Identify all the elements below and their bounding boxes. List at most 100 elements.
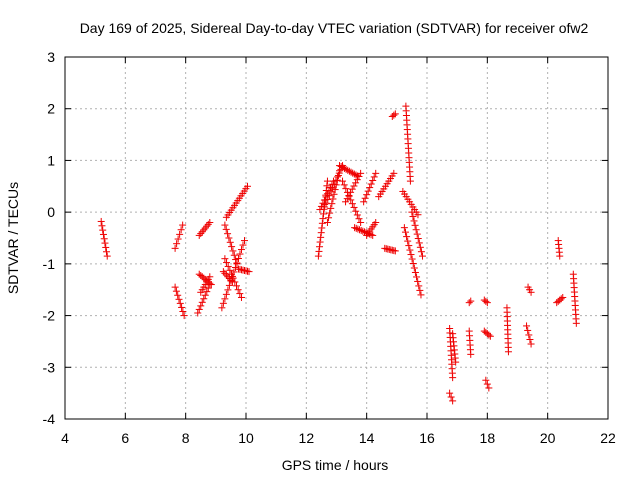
data-point [353,176,361,184]
data-point [221,255,229,263]
data-point [446,389,454,397]
data-point [485,384,493,392]
data-point [348,185,356,193]
data-point [347,188,355,196]
data-point [355,215,363,223]
data-point [416,243,424,251]
data-point [340,181,348,189]
data-point [234,286,242,294]
data-point [314,252,322,260]
y-tick-label: -4 [43,411,56,427]
data-point [219,268,227,276]
data-point [237,293,245,301]
data-point [465,299,473,307]
data-point [325,192,333,200]
data-point [400,224,408,232]
data-point [317,229,325,237]
data-point [504,348,512,356]
data-point [401,228,409,236]
data-point [342,185,350,193]
data-point [327,204,335,212]
data-point [204,284,212,292]
data-point [103,252,111,260]
data-point [316,238,324,246]
data-point [206,273,214,281]
data-point [201,291,209,299]
data-point [467,350,475,358]
data-point [323,218,331,226]
data-point [204,220,212,228]
data-point [228,270,236,278]
data-point [391,247,399,255]
x-tick-label: 6 [121,430,129,446]
data-point [342,198,350,206]
data-point [233,260,241,268]
data-point [351,224,359,232]
plot-frame [64,56,609,420]
data-point [366,184,374,192]
data-point [328,200,336,208]
data-point [176,230,184,238]
data-point [195,305,203,313]
data-point [102,243,110,251]
data-point [323,182,331,190]
data-point [486,332,494,340]
data-point [172,287,180,295]
data-point [318,219,326,227]
data-point [359,227,367,235]
data-point [391,110,399,118]
data-point [206,218,214,226]
data-point [410,217,418,225]
data-point [414,277,422,285]
data-point [171,283,179,291]
y-tick-label: -2 [43,308,56,324]
data-point [418,252,426,260]
data-point [197,230,205,238]
data-point [352,224,360,232]
chart-title: Day 169 of 2025, Sidereal Day-to-day VTE… [80,20,589,36]
data-point [348,200,356,208]
data-point [334,171,342,179]
data-point [414,211,422,219]
x-tick-label: 12 [299,430,315,446]
data-point [319,210,327,218]
data-point [347,196,355,204]
data-point [526,335,534,343]
data-point [330,190,338,198]
data-point [329,195,337,203]
data-point [361,194,369,202]
data-point [316,206,324,214]
x-tick-label: 18 [480,430,496,446]
data-point [229,247,237,255]
data-point [360,228,368,236]
data-point [236,250,244,258]
y-tick-label: 3 [47,49,55,65]
y-tick-label: 2 [47,101,55,117]
data-point [203,288,211,296]
data-point [234,255,242,263]
data-point [224,262,232,270]
data-point [524,326,532,334]
x-tick-label: 16 [419,430,435,446]
data-point [572,319,580,327]
data-point [406,246,414,254]
data-point [97,217,105,225]
data-point [102,248,110,256]
data-point [175,295,183,303]
data-point [219,299,227,307]
x-tick-label: 14 [359,430,375,446]
data-point [333,176,341,184]
data-point [197,302,205,310]
data-point [411,221,419,229]
data-point [198,298,206,306]
data-point [171,244,179,252]
data-point [357,226,365,234]
data-point [239,241,247,249]
data-point [407,251,415,259]
data-point [360,198,368,206]
data-point [98,222,106,230]
x-tick-label: 4 [61,430,69,446]
data-point [223,259,231,267]
data-point [467,297,475,305]
data-point [174,235,182,243]
